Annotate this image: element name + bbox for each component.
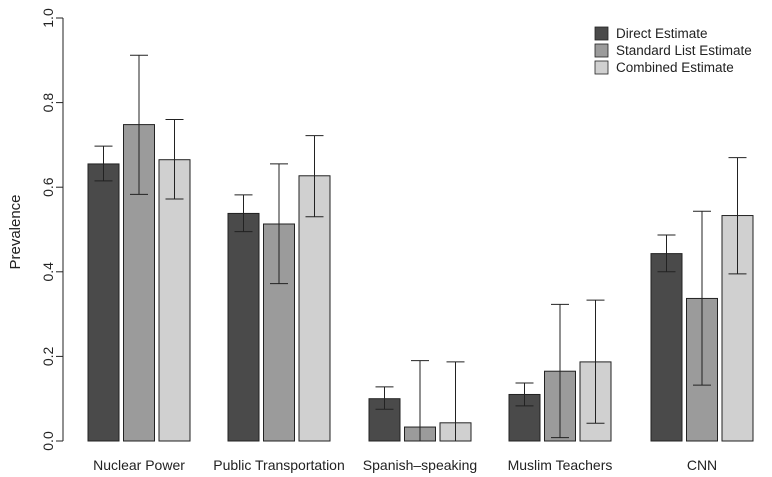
y-tick-label: 0.0 <box>40 431 56 451</box>
legend-swatch-2 <box>594 43 609 58</box>
y-tick-label: 0.2 <box>40 346 56 366</box>
legend: Direct Estimate Standard List Estimate Com… <box>594 26 752 75</box>
x-category-label: Nuclear Power <box>93 457 185 473</box>
y-tick-label: 0.6 <box>40 177 56 197</box>
bars-layer <box>87 124 754 442</box>
error-bars-layer <box>94 54 747 442</box>
bar-3-2 <box>298 175 331 442</box>
y-tick-label: 1.0 <box>40 8 56 28</box>
x-category-label: Spanish–speaking <box>363 457 477 473</box>
y-tick-label: 0.8 <box>40 93 56 113</box>
legend-label-3: Combined Estimate <box>616 60 734 75</box>
bar-1-5 <box>650 253 683 442</box>
legend-swatch-1 <box>594 26 609 41</box>
legend-label-2: Standard List Estimate <box>616 43 752 58</box>
bar-2-2 <box>263 223 295 442</box>
bar-3-1 <box>158 159 191 442</box>
legend-swatch-3 <box>594 60 609 75</box>
x-category-label: Public Transportation <box>213 457 345 473</box>
x-category-label: Muslim Teachers <box>508 457 613 473</box>
x-category-label: CNN <box>687 457 717 473</box>
bar-1-2 <box>227 212 260 442</box>
y-axis-title: Prevalence <box>7 194 24 269</box>
bar-1-1 <box>87 163 120 442</box>
x-category-labels: Nuclear Power Public Transportation Spanis… <box>93 457 717 473</box>
y-tick-label: 0.4 <box>40 262 56 282</box>
legend-label-1: Direct Estimate <box>616 26 708 41</box>
y-axis: 0.0 0.2 0.4 0.6 0.8 1.0 <box>40 8 64 451</box>
